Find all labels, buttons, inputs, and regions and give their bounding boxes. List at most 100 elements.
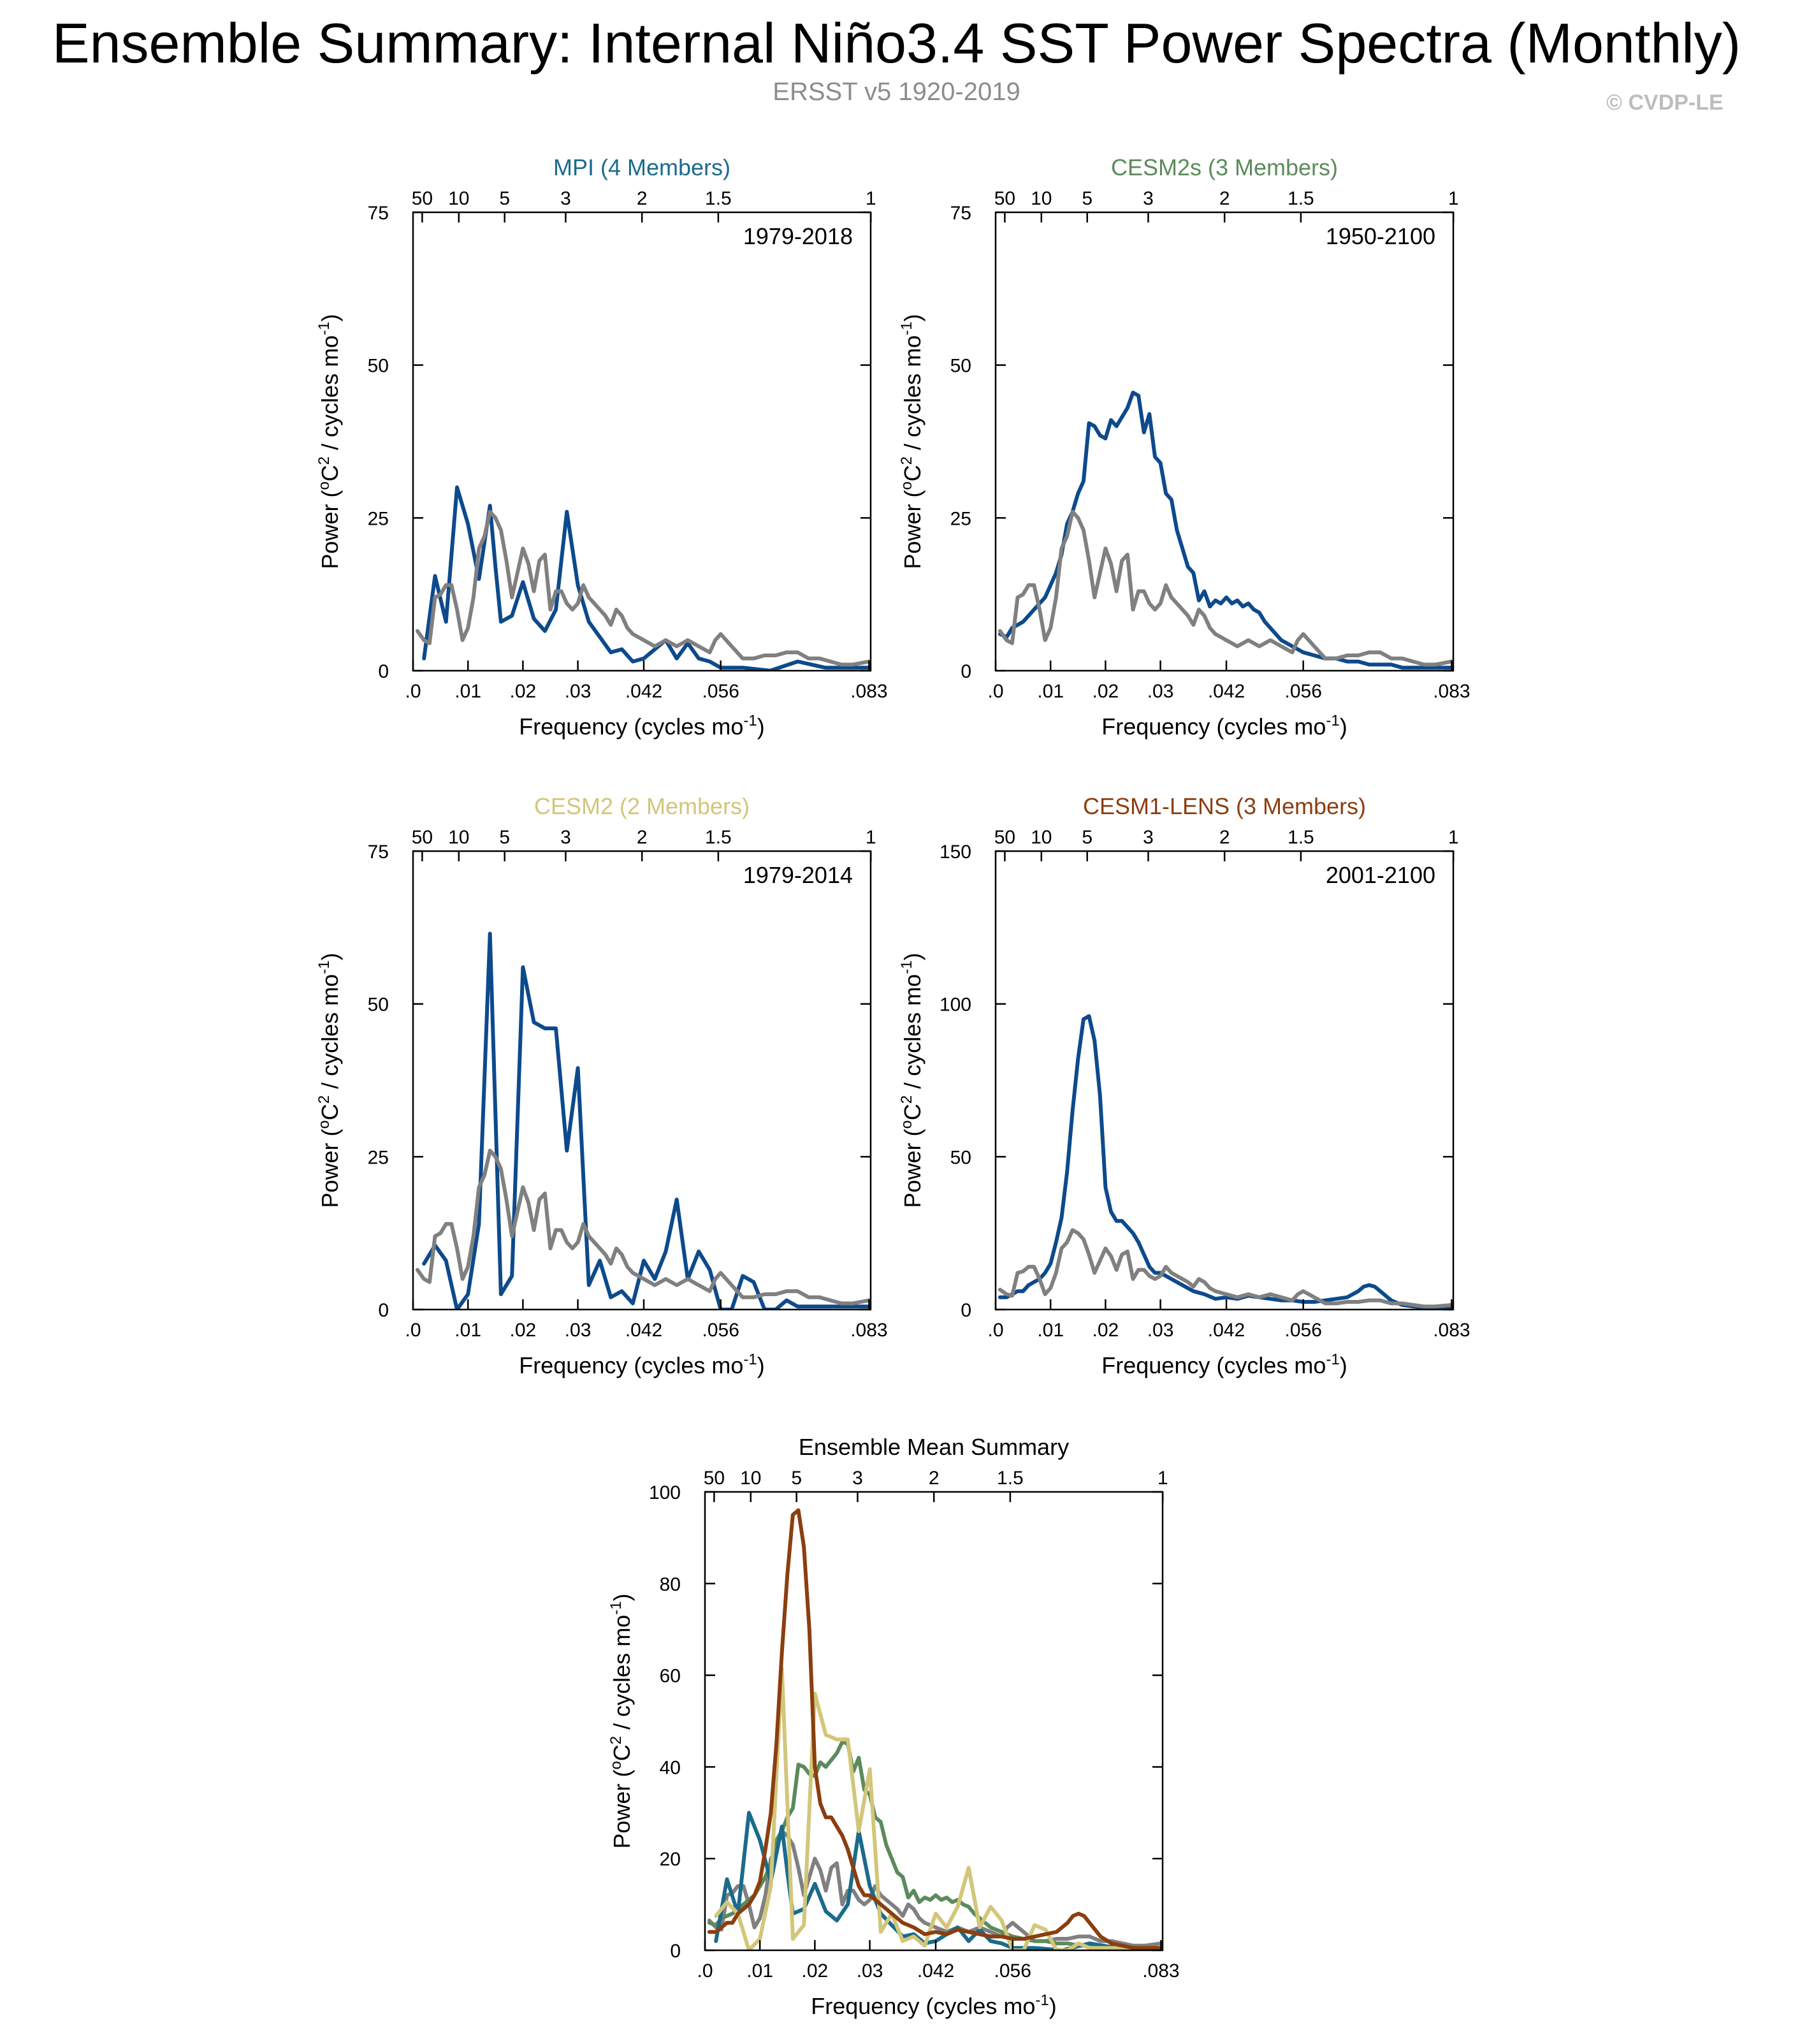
y-axis-label: Power (oC2 / cycles mo-1): [898, 314, 926, 569]
x-tick-label: .03: [565, 1320, 592, 1341]
y-tick-label: 0: [378, 1300, 389, 1321]
period-tick-label: 1: [1448, 188, 1459, 209]
period-tick-label: 1: [1448, 827, 1459, 848]
series-line-cesm2-ensemble-mean: [422, 931, 871, 1310]
page-title: Ensemble Summary: Internal Niño3.4 SST P…: [52, 11, 1741, 75]
period-tick-label: 10: [448, 827, 469, 848]
series-line-observed-ersst-v5-: [998, 1228, 1453, 1309]
period-label: 1979-2018: [743, 223, 853, 249]
x-tick-label: .056: [1284, 1320, 1321, 1341]
period-tick-label: 2: [1219, 827, 1230, 848]
x-tick-label: .0: [987, 1320, 1003, 1341]
x-tick-label: .042: [1208, 681, 1245, 702]
x-tick-label: .083: [850, 1320, 887, 1341]
period-tick-label: 3: [852, 1468, 863, 1489]
period-label: 2001-2100: [1326, 862, 1435, 888]
period-tick-label: 3: [1143, 188, 1154, 209]
x-tick-label: .056: [994, 1960, 1031, 1982]
series-group: [707, 1508, 1163, 1950]
x-tick-label: .083: [850, 681, 887, 702]
y-tick-label: 100: [940, 995, 971, 1016]
y-tick-label: 25: [950, 508, 971, 529]
period-tick-label: 5: [791, 1468, 802, 1489]
y-tick-label: 50: [950, 356, 971, 377]
x-tick-label: .0: [405, 1320, 421, 1341]
page-subtitle: ERSST v5 1920-2019: [773, 78, 1020, 106]
y-axis-label: Power (oC2 / cycles mo-1): [316, 314, 343, 569]
y-tick-label: 75: [950, 203, 971, 224]
series-group: [415, 931, 871, 1310]
period-tick-label: 50: [412, 188, 433, 209]
x-axis-label: Frequency (cycles mo-1): [811, 1992, 1056, 2019]
y-tick-label: 25: [368, 1147, 389, 1168]
x-tick-label: .083: [1433, 1320, 1470, 1341]
x-tick-label: .0: [987, 681, 1003, 702]
period-tick-label: 10: [1031, 188, 1052, 209]
x-tick-label: .042: [917, 1960, 954, 1982]
period-tick-label: 5: [1082, 827, 1092, 848]
period-tick-label: 2: [637, 188, 648, 209]
period-tick-label: 1.5: [705, 827, 732, 848]
x-tick-label: .01: [1037, 1320, 1064, 1341]
period-tick-label: 10: [448, 188, 469, 209]
x-tick-label: .03: [1147, 681, 1174, 702]
period-tick-label: 2: [929, 1468, 940, 1489]
x-tick-label: .083: [1142, 1960, 1179, 1982]
y-tick-label: 75: [368, 203, 389, 224]
period-tick-label: 1.5: [1288, 188, 1314, 209]
y-tick-label: 0: [961, 661, 971, 682]
series-line-observed-ersst-v5-: [415, 509, 871, 667]
x-tick-label: .083: [1433, 681, 1470, 702]
x-tick-label: .042: [1208, 1320, 1245, 1341]
period-tick-label: 10: [1031, 827, 1052, 848]
period-tick-label: 3: [560, 188, 571, 209]
period-tick-label: 2: [1219, 188, 1230, 209]
plot-frame: [412, 850, 872, 1311]
period-tick-label: 10: [740, 1468, 761, 1489]
x-axis-label: Frequency (cycles mo-1): [1101, 1351, 1347, 1378]
y-tick-label: 50: [368, 356, 389, 377]
x-tick-label: .03: [565, 681, 592, 702]
x-tick-label: .01: [746, 1960, 773, 1982]
series-line-mpi-4-members-: [714, 1811, 1163, 1950]
x-tick-label: .042: [625, 1320, 662, 1341]
x-tick-label: .03: [1147, 1320, 1174, 1341]
y-axis-label: Power (oC2 / cycles mo-1): [316, 953, 343, 1208]
period-tick-label: 1.5: [1288, 827, 1314, 848]
period-label: 1950-2100: [1326, 223, 1435, 249]
y-tick-label: 20: [660, 1849, 681, 1870]
x-tick-label: .02: [510, 1320, 537, 1341]
series-line-cesm1-lens-ensemble-mean: [998, 1014, 1453, 1310]
period-label: 1979-2014: [743, 862, 853, 888]
period-tick-label: 50: [994, 188, 1015, 209]
y-tick-label: 25: [368, 508, 389, 529]
x-tick-label: .0: [405, 681, 421, 702]
series-group: [998, 390, 1453, 670]
x-tick-label: .01: [454, 681, 481, 702]
period-tick-label: 1: [1158, 1468, 1168, 1489]
period-tick-label: 1.5: [705, 188, 732, 209]
x-tick-label: .056: [702, 681, 739, 702]
y-tick-label: 100: [649, 1482, 681, 1503]
series-group: [998, 1014, 1453, 1310]
x-tick-label: .0: [697, 1960, 713, 1982]
chart-title: CESM2 (2 Members): [534, 793, 750, 819]
plot-frame: [704, 1491, 1164, 1952]
period-tick-label: 50: [994, 827, 1015, 848]
period-tick-label: 1: [866, 827, 876, 848]
x-tick-label: .02: [1092, 1320, 1119, 1341]
chart-title: MPI (4 Members): [553, 154, 730, 180]
y-axis-label: Power (oC2 / cycles mo-1): [898, 953, 926, 1208]
period-tick-label: 50: [704, 1468, 725, 1489]
y-tick-label: 75: [368, 842, 389, 863]
chart-title: CESM1-LENS (3 Members): [1083, 793, 1366, 819]
y-axis-label: Power (oC2 / cycles mo-1): [607, 1593, 635, 1848]
period-tick-label: 2: [637, 827, 648, 848]
y-tick-label: 50: [368, 995, 389, 1016]
chart-title: CESM2s (3 Members): [1111, 154, 1338, 180]
period-tick-label: 5: [499, 827, 510, 848]
